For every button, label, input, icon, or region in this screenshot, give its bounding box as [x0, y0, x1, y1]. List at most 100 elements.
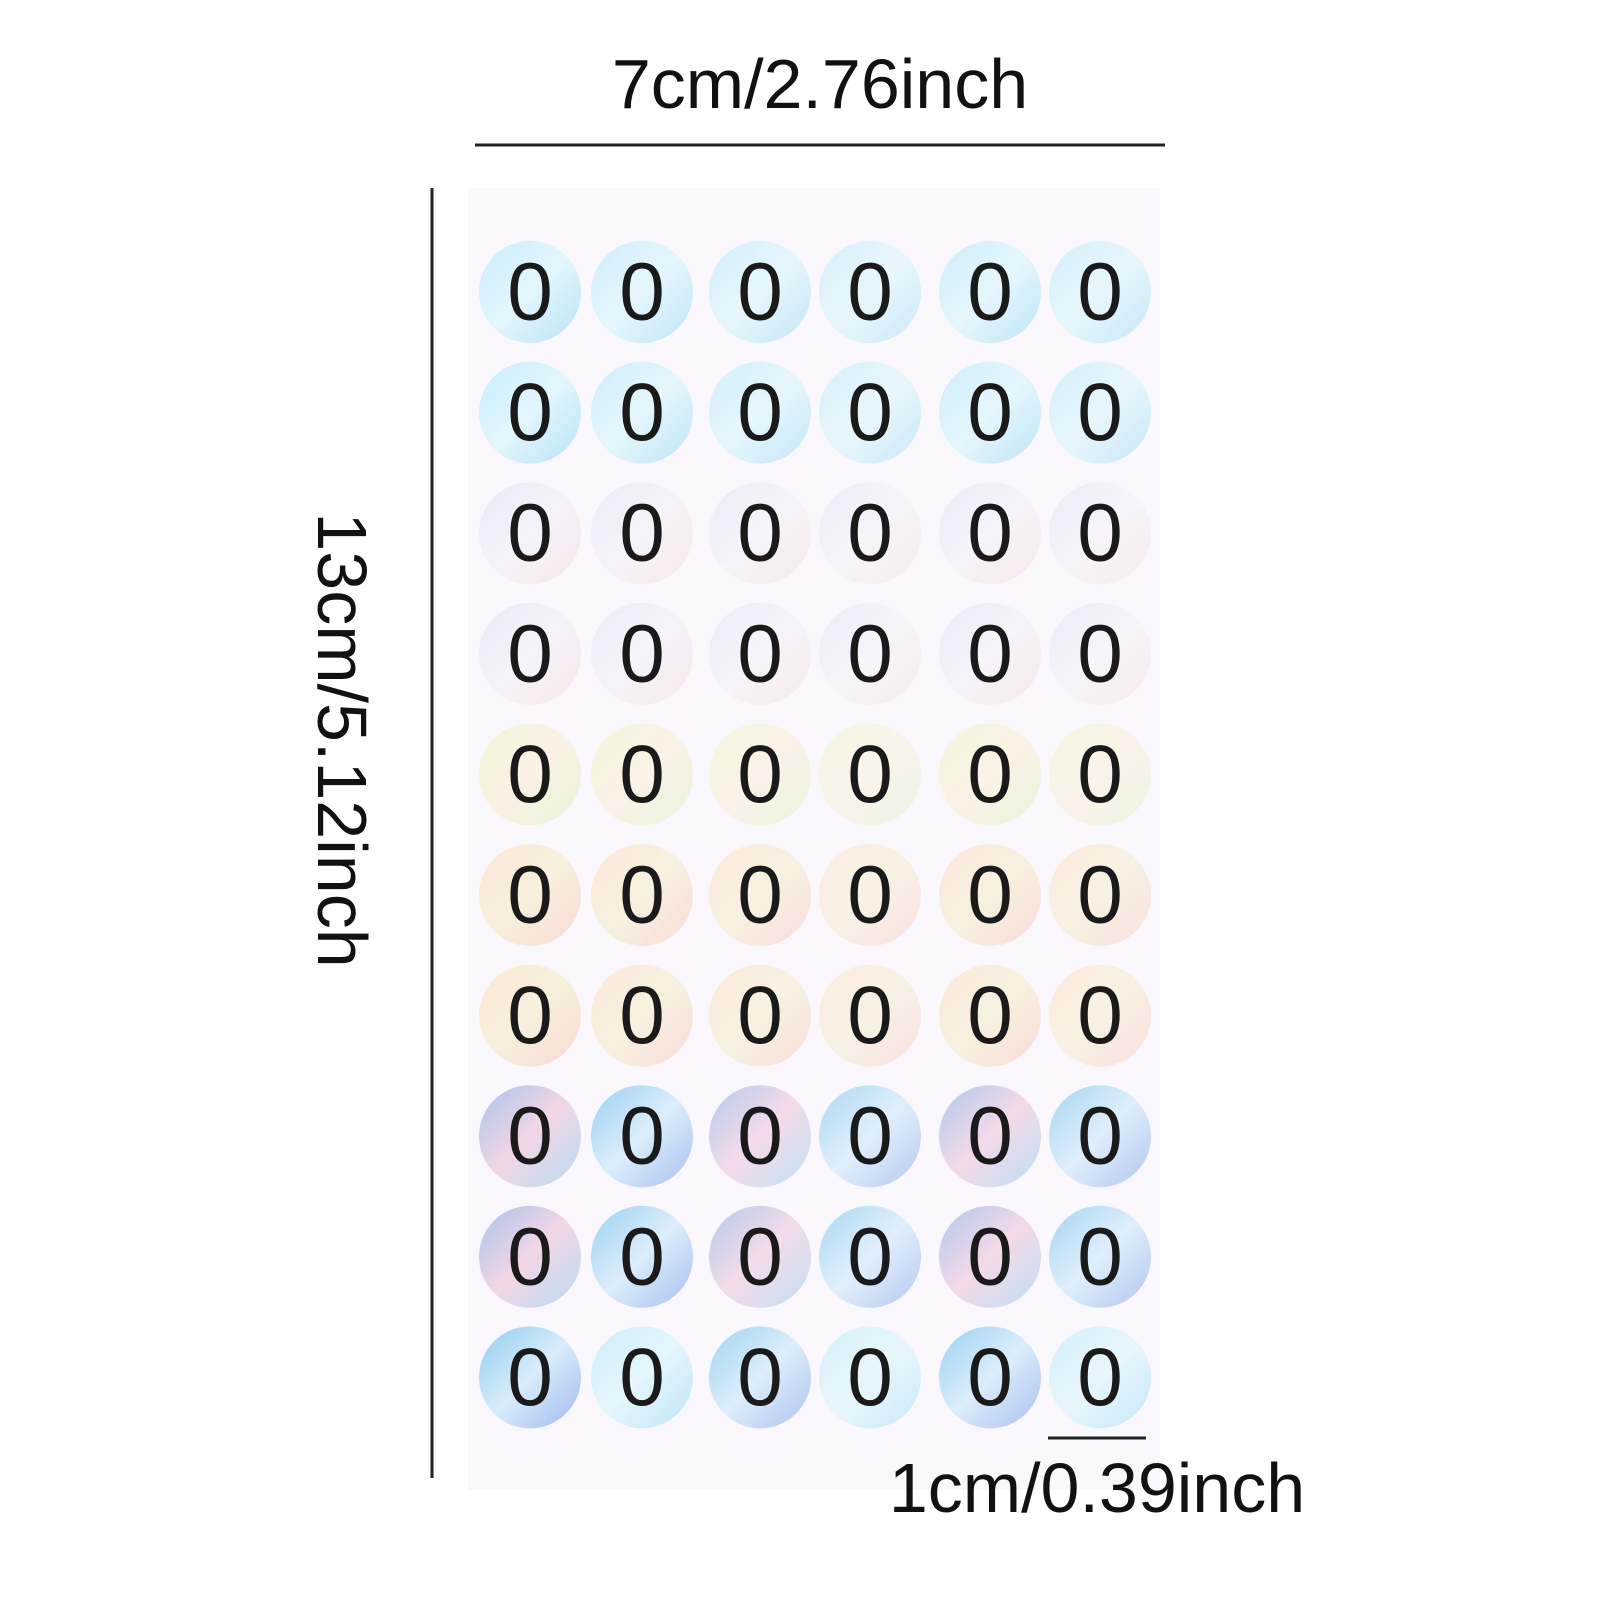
sticker: 0: [709, 1085, 811, 1188]
sticker-circle: [819, 1205, 921, 1308]
sticker: 0: [939, 361, 1041, 464]
sticker: 0: [479, 723, 581, 826]
sticker-circle: [1049, 482, 1151, 585]
sticker: 0: [591, 1326, 693, 1429]
sticker: 0: [709, 1326, 811, 1429]
sticker-circle: [819, 602, 921, 705]
sticker-number: 0: [967, 367, 1013, 458]
sticker-number: 0: [1077, 1091, 1123, 1182]
sticker: 0: [819, 1326, 921, 1429]
sticker: 0: [479, 241, 581, 343]
sticker-number: 0: [737, 247, 783, 338]
sticker-number: 0: [967, 1091, 1013, 1182]
sticker-circle: [591, 1085, 693, 1188]
sticker: 0: [1049, 1326, 1151, 1429]
sticker-number: 0: [967, 729, 1013, 820]
sticker: 0: [819, 241, 921, 343]
sticker: 0: [819, 361, 921, 464]
sticker-circle: [479, 602, 581, 705]
sticker: 0: [1049, 844, 1151, 946]
sticker: 0: [479, 1205, 581, 1308]
sticker-number: 0: [737, 729, 783, 820]
width-label: 7cm/2.76inch: [612, 45, 1028, 123]
sticker: 0: [709, 964, 811, 1067]
sticker-circle: [709, 723, 811, 826]
sticker-number: 0: [967, 1211, 1013, 1302]
sticker-circle: [709, 241, 811, 343]
sticker-circle: [1049, 1085, 1151, 1188]
sticker-number: 0: [619, 1332, 665, 1423]
sticker-number: 0: [847, 850, 893, 941]
sticker-number: 0: [847, 970, 893, 1061]
sticker-circle: [1049, 964, 1151, 1067]
sticker-circle: [939, 1205, 1041, 1308]
sticker-circle: [709, 361, 811, 464]
sticker-circle: [819, 1326, 921, 1429]
sticker-circle: [709, 844, 811, 946]
sticker: 0: [819, 1205, 921, 1308]
sticker: 0: [939, 1205, 1041, 1308]
sticker-number: 0: [847, 247, 893, 338]
sticker-number: 0: [737, 850, 783, 941]
sticker: 0: [591, 241, 693, 343]
sticker-circle: [939, 964, 1041, 1067]
sticker-circle: [591, 1326, 693, 1429]
sticker-circle: [939, 241, 1041, 343]
sticker: 0: [939, 482, 1041, 585]
sticker: 0: [1049, 964, 1151, 1067]
sticker-number: 0: [1077, 729, 1123, 820]
sticker-number: 0: [737, 970, 783, 1061]
sticker-circle: [479, 964, 581, 1067]
sticker-circle: [591, 241, 693, 343]
sticker-number: 0: [967, 488, 1013, 579]
sticker-circle: [1049, 241, 1151, 343]
sticker: 0: [1049, 482, 1151, 585]
sticker: 0: [479, 1085, 581, 1188]
sticker-circle: [479, 723, 581, 826]
sticker: 0: [1049, 361, 1151, 464]
sticker: 0: [591, 964, 693, 1067]
sticker-number: 0: [507, 247, 553, 338]
sticker-number: 0: [847, 1211, 893, 1302]
sticker-circle: [939, 1085, 1041, 1188]
sticker: 0: [819, 1085, 921, 1188]
sticker-number: 0: [967, 247, 1013, 338]
sticker-circle: [709, 1326, 811, 1429]
sticker-number: 0: [619, 1211, 665, 1302]
sticker-number: 0: [737, 367, 783, 458]
sticker: 0: [479, 844, 581, 946]
sticker: 0: [591, 723, 693, 826]
sticker-circle: [591, 723, 693, 826]
sticker-circle: [819, 482, 921, 585]
sticker: 0: [591, 602, 693, 705]
sticker-sheet: [468, 188, 1160, 1490]
sticker-number: 0: [847, 367, 893, 458]
sticker: 0: [939, 1085, 1041, 1188]
sticker: 0: [939, 844, 1041, 946]
sticker: 0: [819, 602, 921, 705]
sticker-circle: [939, 1326, 1041, 1429]
sticker-number: 0: [967, 850, 1013, 941]
sticker-circle: [939, 602, 1041, 705]
sticker-number: 0: [1077, 850, 1123, 941]
sticker-circle: [939, 361, 1041, 464]
sticker-number: 0: [737, 1091, 783, 1182]
sticker-circle: [479, 1085, 581, 1188]
sticker-number: 0: [619, 970, 665, 1061]
sticker-number: 0: [737, 488, 783, 579]
sticker-circle: [591, 361, 693, 464]
sticker: 0: [939, 964, 1041, 1067]
sticker-number: 0: [847, 608, 893, 699]
sticker: 0: [939, 1326, 1041, 1429]
sticker: 0: [591, 1085, 693, 1188]
sticker: 0: [709, 723, 811, 826]
sticker-number: 0: [619, 729, 665, 820]
sticker-circle: [591, 482, 693, 585]
sticker: 0: [819, 482, 921, 585]
sticker: 0: [591, 844, 693, 946]
sticker-circle: [709, 1205, 811, 1308]
sticker-number: 0: [1077, 608, 1123, 699]
sticker-number: 0: [967, 1332, 1013, 1423]
sticker-circle: [709, 964, 811, 1067]
